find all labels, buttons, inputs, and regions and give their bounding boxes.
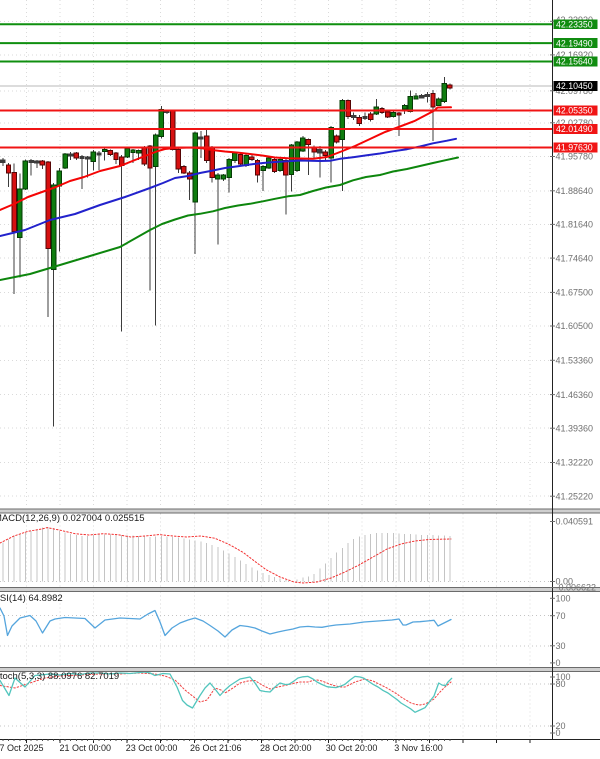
svg-text:RSI(14) 64.8982: RSI(14) 64.8982	[0, 593, 63, 604]
svg-text:42.02780: 42.02780	[556, 118, 594, 128]
svg-text:42.10450: 42.10450	[556, 81, 593, 91]
svg-text:0: 0	[556, 728, 561, 738]
svg-text:41.95780: 41.95780	[556, 152, 594, 162]
svg-text:17 Oct 2025: 17 Oct 2025	[0, 743, 44, 753]
svg-text:Stoch(5,3,3) 88.0976 82.7019: Stoch(5,3,3) 88.0976 82.7019	[0, 671, 119, 682]
svg-text:42.09780: 42.09780	[556, 86, 594, 96]
svg-text:41.67500: 41.67500	[556, 288, 594, 298]
svg-text:41.53360: 41.53360	[556, 356, 594, 366]
svg-text:30 Oct 20:00: 30 Oct 20:00	[326, 743, 378, 753]
svg-text:28 Oct 20:00: 28 Oct 20:00	[260, 743, 312, 753]
svg-text:42.16920: 42.16920	[556, 50, 594, 60]
svg-text:0: 0	[556, 658, 561, 668]
svg-text:42.23350: 42.23350	[556, 19, 593, 29]
svg-text:-0.006622: -0.006622	[556, 583, 597, 593]
svg-text:42.15640: 42.15640	[556, 57, 593, 67]
svg-text:0.040591: 0.040591	[556, 517, 594, 527]
svg-text:3 Nov 16:00: 3 Nov 16:00	[394, 743, 443, 753]
svg-text:41.46360: 41.46360	[556, 390, 594, 400]
svg-text:42.01490: 42.01490	[556, 124, 593, 134]
svg-text:41.25220: 41.25220	[556, 491, 594, 501]
svg-text:41.88640: 41.88640	[556, 186, 594, 196]
svg-text:41.74640: 41.74640	[556, 253, 594, 263]
svg-text:100: 100	[556, 594, 571, 604]
svg-text:21 Oct 00:00: 21 Oct 00:00	[60, 743, 112, 753]
svg-text:20: 20	[556, 721, 566, 731]
svg-text:42.19490: 42.19490	[556, 38, 593, 48]
svg-text:23 Oct 00:00: 23 Oct 00:00	[126, 743, 178, 753]
svg-text:41.32220: 41.32220	[556, 458, 594, 468]
svg-text:41.39360: 41.39360	[556, 423, 594, 433]
svg-text:30: 30	[556, 641, 566, 651]
svg-text:41.97630: 41.97630	[556, 143, 593, 153]
svg-text:26 Oct 21:06: 26 Oct 21:06	[190, 743, 242, 753]
svg-text:100: 100	[556, 672, 571, 682]
svg-text:41.81640: 41.81640	[556, 220, 594, 230]
svg-text:42.05350: 42.05350	[556, 106, 593, 116]
svg-text:0.00: 0.00	[556, 577, 574, 587]
svg-text:MACD(12,26,9) 0.027004 0.02551: MACD(12,26,9) 0.027004 0.025515	[0, 513, 145, 524]
svg-text:41.60500: 41.60500	[556, 321, 594, 331]
svg-text:70: 70	[556, 611, 566, 621]
svg-text:80: 80	[556, 679, 566, 689]
